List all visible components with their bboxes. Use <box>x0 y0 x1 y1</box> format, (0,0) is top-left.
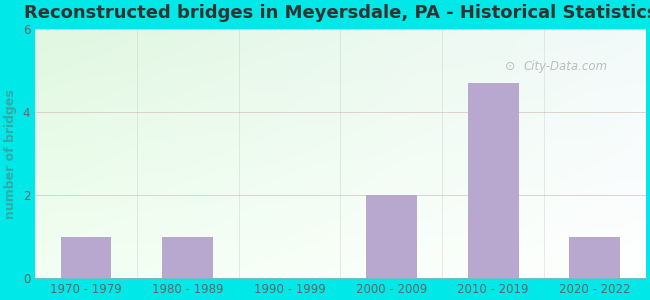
Bar <box>162 236 213 278</box>
Bar <box>468 83 519 278</box>
Text: ⊙: ⊙ <box>505 60 516 73</box>
Bar <box>366 195 417 278</box>
Bar <box>569 236 620 278</box>
Bar <box>60 236 111 278</box>
Text: City-Data.com: City-Data.com <box>524 60 608 73</box>
Title: Reconstructed bridges in Meyersdale, PA - Historical Statistics: Reconstructed bridges in Meyersdale, PA … <box>23 4 650 22</box>
Y-axis label: number of bridges: number of bridges <box>4 89 17 218</box>
